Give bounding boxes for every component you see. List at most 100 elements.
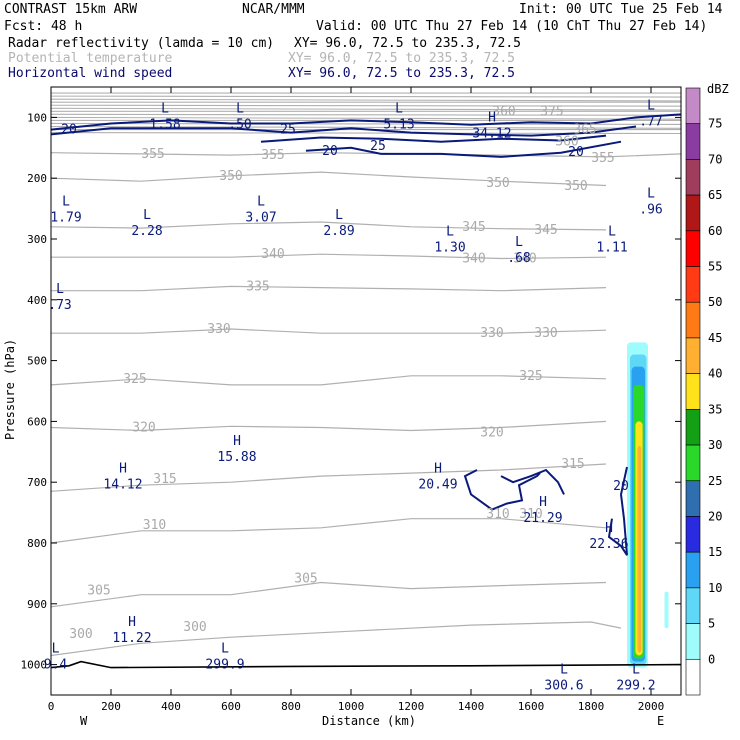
theta-isentrope — [50, 104, 682, 107]
colorbar-swatch — [685, 409, 701, 446]
colorbar-swatch — [685, 87, 701, 125]
theta-label: 310 — [143, 518, 166, 533]
colorbar-swatch — [685, 480, 701, 517]
colorbar-label: 40 — [708, 367, 722, 381]
extremum-value: 2.28 — [131, 224, 162, 239]
extremum-value: 22.36 — [589, 537, 628, 552]
extremum-type: L — [515, 235, 523, 250]
field-theta-xy: XY= 96.0, 72.5 to 235.3, 72.5 — [288, 51, 515, 66]
field-reflectivity-xy: XY= 96.0, 72.5 to 235.3, 72.5 — [294, 36, 521, 51]
extremum-type: H — [488, 111, 496, 126]
theta-label: 360 — [555, 135, 578, 150]
y-tick-label: 900 — [27, 598, 47, 611]
y-tick-label: 100 — [27, 111, 47, 124]
theta-label: 305 — [294, 571, 317, 586]
theta-isentrope — [50, 107, 682, 111]
theta-isentrope — [50, 221, 607, 231]
theta-label: 325 — [123, 372, 146, 387]
x-tick-label: 1200 — [398, 700, 425, 713]
field-wind-xy: XY= 96.0, 72.5 to 235.3, 72.5 — [288, 66, 515, 81]
field-wind: Horizontal wind speed — [8, 66, 172, 81]
extremum-value: 11.22 — [112, 631, 151, 646]
extremum-type: L — [161, 101, 169, 116]
x-end-east: E — [657, 714, 664, 728]
x-end-west: W — [80, 714, 88, 728]
wind-contour — [500, 468, 565, 495]
y-tick-label: 500 — [27, 355, 47, 368]
theta-isentrope — [50, 152, 682, 158]
extremum-value: .77 — [639, 114, 662, 129]
theta-isentrope — [50, 98, 682, 102]
y-tick-label: 400 — [27, 294, 47, 307]
colorbar-swatch — [685, 123, 701, 160]
extremum-marker: H14.12 — [103, 461, 142, 492]
colorbar-label: 35 — [708, 402, 722, 416]
extremum-type: L — [446, 224, 454, 239]
extremum-value: .68 — [507, 251, 530, 266]
wind-label: 20 — [322, 144, 338, 159]
extremum-marker: H15.88 — [217, 434, 256, 465]
extremum-value: 5.13 — [383, 117, 414, 132]
extremum-marker: L5.13 — [383, 101, 414, 132]
theta-label: 355 — [141, 147, 164, 162]
x-tick-label: 400 — [161, 700, 181, 713]
wind-label: 25 — [370, 139, 386, 154]
extremum-marker: L2.28 — [131, 208, 162, 239]
theta-label: 305 — [87, 583, 110, 598]
theta-isentrope — [50, 420, 607, 432]
wind-contour — [607, 466, 628, 556]
extremum-value: 14.12 — [103, 477, 142, 492]
colorbar-swatch — [685, 373, 701, 410]
extremum-value: 1.30 — [434, 240, 465, 255]
terrain-line — [50, 660, 682, 669]
theta-isentrope — [51, 253, 607, 260]
extremum-type: L — [560, 663, 568, 678]
x-tick-label: 0 — [48, 700, 55, 713]
colorbar-label: 10 — [708, 581, 722, 595]
extremum-type: L — [647, 187, 655, 202]
theta-isentrope — [50, 122, 682, 125]
colorbar-label: 70 — [708, 152, 722, 166]
extremum-type: H — [128, 615, 136, 630]
wind-label: 20 — [568, 145, 584, 160]
theta-isentrope — [51, 285, 607, 292]
theta-label: 325 — [519, 369, 542, 384]
extremum-value: .96 — [639, 203, 662, 218]
y-tick-label: 200 — [27, 172, 47, 185]
extremum-type: H — [605, 521, 613, 536]
extremum-type: L — [632, 663, 640, 678]
theta-label: 330 — [534, 326, 557, 341]
extremum-marker: L.50 — [228, 101, 251, 132]
extremum-type: H — [434, 461, 442, 476]
reflectivity-cell — [637, 445, 642, 653]
colorbar-label: 30 — [708, 438, 722, 452]
colorbar-swatch — [685, 658, 701, 696]
valid-time: Valid: 00 UTC Thu 27 Feb 14 (10 ChT Thu … — [316, 19, 707, 34]
x-tick-label: 1800 — [578, 700, 605, 713]
extremum-type: H — [119, 461, 127, 476]
wind-contour — [463, 469, 541, 511]
extremum-marker: L1.11 — [596, 224, 627, 255]
wind-contour — [50, 125, 637, 137]
theta-label: 300 — [69, 627, 92, 642]
extremum-type: L — [335, 208, 343, 223]
wind-contour — [260, 134, 607, 143]
y-tick-label: 800 — [27, 537, 47, 550]
theta-label: 350 — [564, 179, 587, 194]
theta-label: 340 — [261, 247, 284, 262]
extremum-value: 15.88 — [217, 450, 256, 465]
field-theta: Potential temperature — [8, 51, 173, 66]
theta-label: 345 — [534, 223, 557, 238]
colorbar-label: 60 — [708, 224, 722, 238]
extremum-type: L — [608, 224, 616, 239]
extremum-value: 2.89 — [323, 224, 354, 239]
colorbar-label: 65 — [708, 188, 722, 202]
theta-label: 315 — [153, 472, 176, 487]
colorbar-swatch — [685, 301, 701, 339]
extremum-type: L — [647, 98, 655, 113]
y-tick-label: 1000 — [21, 659, 48, 672]
theta-isentrope — [51, 328, 607, 334]
colorbar-swatch — [685, 587, 701, 624]
